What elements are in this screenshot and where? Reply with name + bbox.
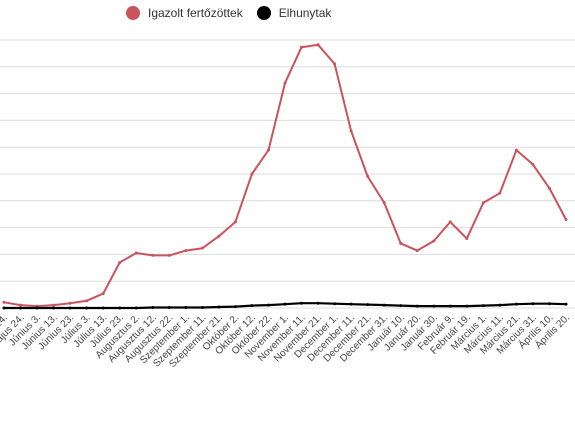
- data-point[interactable]: [316, 301, 320, 305]
- data-point[interactable]: [184, 306, 188, 310]
- data-point[interactable]: [19, 306, 23, 310]
- data-point[interactable]: [333, 302, 337, 306]
- data-point[interactable]: [415, 304, 419, 308]
- data-point[interactable]: [399, 304, 403, 308]
- data-point[interactable]: [415, 249, 419, 253]
- data-point[interactable]: [68, 301, 72, 305]
- series-lines: [2, 43, 568, 310]
- legend-label-elhunytak: Elhunytak: [278, 6, 332, 20]
- grid: [0, 39, 575, 309]
- data-point[interactable]: [531, 302, 535, 306]
- data-point[interactable]: [85, 299, 89, 303]
- data-point[interactable]: [283, 302, 287, 306]
- data-point[interactable]: [167, 253, 171, 257]
- data-point[interactable]: [52, 306, 56, 310]
- data-point[interactable]: [134, 251, 138, 255]
- data-point[interactable]: [300, 301, 304, 305]
- data-point[interactable]: [465, 304, 469, 308]
- data-point[interactable]: [167, 306, 171, 310]
- data-point[interactable]: [217, 234, 221, 238]
- data-point[interactable]: [2, 306, 6, 310]
- data-point[interactable]: [564, 217, 568, 221]
- data-point[interactable]: [250, 172, 254, 176]
- data-point[interactable]: [316, 43, 320, 47]
- data-point[interactable]: [448, 304, 452, 308]
- data-point[interactable]: [382, 201, 386, 205]
- data-point[interactable]: [366, 174, 370, 178]
- data-point[interactable]: [300, 45, 304, 49]
- chart-legend: Igazolt fertőzöttek Elhunytak: [126, 6, 345, 20]
- legend-dot-elhunytak: [256, 6, 271, 20]
- data-point[interactable]: [118, 261, 122, 265]
- data-point[interactable]: [200, 246, 204, 250]
- data-point[interactable]: [52, 303, 56, 307]
- data-point[interactable]: [19, 303, 23, 307]
- data-point[interactable]: [200, 306, 204, 310]
- data-point[interactable]: [283, 81, 287, 85]
- legend-label-igazolt: Igazolt fertőzöttek: [148, 6, 243, 20]
- data-point[interactable]: [366, 303, 370, 307]
- data-point[interactable]: [465, 237, 469, 241]
- data-point[interactable]: [547, 186, 551, 190]
- data-point[interactable]: [498, 191, 502, 195]
- data-point[interactable]: [531, 162, 535, 166]
- x-axis-tick-labels: Május 14.Május 24.Június 3.Június 13.Jún…: [0, 311, 572, 370]
- data-point[interactable]: [432, 304, 436, 308]
- data-point[interactable]: [134, 306, 138, 310]
- data-point[interactable]: [266, 148, 270, 152]
- data-point[interactable]: [349, 129, 353, 133]
- data-point[interactable]: [101, 306, 105, 310]
- data-point[interactable]: [514, 302, 518, 306]
- data-point[interactable]: [382, 303, 386, 307]
- data-point[interactable]: [68, 306, 72, 310]
- data-point[interactable]: [250, 304, 254, 308]
- data-point[interactable]: [118, 306, 122, 310]
- data-point[interactable]: [399, 241, 403, 245]
- data-point[interactable]: [333, 62, 337, 66]
- data-point[interactable]: [233, 220, 237, 224]
- data-point[interactable]: [498, 303, 502, 307]
- legend-item-igazolt[interactable]: Igazolt fertőzöttek: [126, 6, 243, 20]
- legend-item-elhunytak[interactable]: Elhunytak: [256, 6, 332, 20]
- legend-dot-igazolt: [126, 6, 140, 20]
- data-point[interactable]: [151, 253, 155, 257]
- data-point[interactable]: [481, 201, 485, 205]
- data-point[interactable]: [101, 292, 105, 296]
- data-point[interactable]: [233, 305, 237, 309]
- data-point[interactable]: [266, 303, 270, 307]
- data-point[interactable]: [481, 304, 485, 308]
- data-point[interactable]: [85, 306, 89, 310]
- data-point[interactable]: [564, 302, 568, 306]
- data-point[interactable]: [349, 302, 353, 306]
- data-point[interactable]: [514, 148, 518, 152]
- data-point[interactable]: [547, 302, 551, 306]
- data-point[interactable]: [184, 249, 188, 253]
- data-point[interactable]: [217, 305, 221, 309]
- data-point[interactable]: [151, 306, 155, 310]
- data-point[interactable]: [432, 239, 436, 243]
- data-point[interactable]: [2, 300, 6, 304]
- data-point[interactable]: [448, 220, 452, 224]
- data-point[interactable]: [35, 306, 39, 310]
